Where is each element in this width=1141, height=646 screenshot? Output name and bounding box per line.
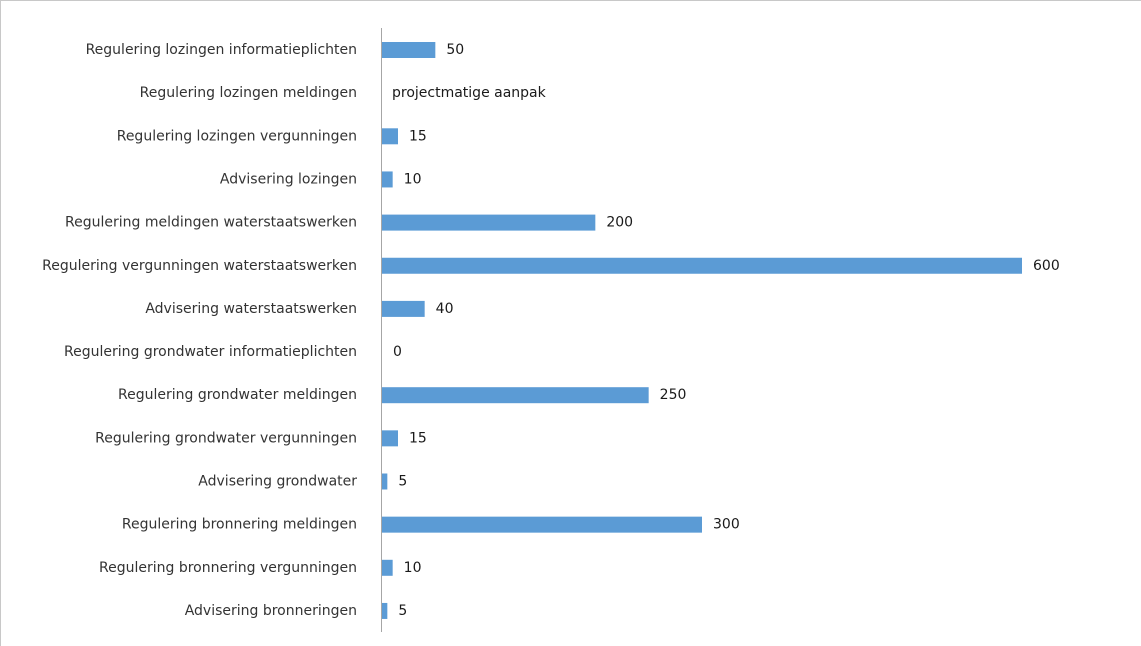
category-label: Regulering lozingen informatieplichten — [86, 42, 357, 58]
bar — [382, 473, 388, 490]
category-label: Regulering vergunningen waterstaatswerke… — [42, 258, 357, 274]
category-label: Advisering grondwater — [198, 474, 357, 490]
data-label: 50 — [446, 42, 464, 58]
category-label: Regulering grondwater vergunningen — [95, 430, 357, 446]
data-label: 0 — [393, 344, 402, 360]
data-label: 250 — [660, 387, 687, 403]
bar — [382, 559, 393, 576]
category-label: Regulering grondwater meldingen — [118, 387, 357, 403]
data-label: 10 — [404, 171, 422, 187]
category-label: Regulering lozingen meldingen — [140, 85, 357, 101]
data-label: 5 — [398, 474, 407, 490]
data-label: 200 — [606, 215, 633, 231]
bar — [382, 602, 388, 619]
category-label: Regulering lozingen vergunningen — [117, 128, 357, 144]
bar — [382, 171, 393, 188]
bar — [382, 42, 436, 58]
category-label: Advisering bronneringen — [185, 603, 357, 619]
category-label: Advisering lozingen — [220, 171, 357, 187]
bar — [382, 430, 398, 447]
data-label: 15 — [409, 128, 427, 144]
bar — [382, 300, 425, 317]
bar — [382, 214, 596, 231]
data-label: 40 — [436, 301, 454, 317]
bars-group — [382, 42, 1022, 619]
data-label: 600 — [1033, 258, 1060, 274]
category-label: Advisering waterstaatswerken — [145, 301, 357, 317]
data-label: 5 — [398, 603, 407, 619]
data-label: projectmatige aanpak — [392, 85, 547, 101]
value-labels-group: 50 projectmatige aanpak 15 10 200 600 40 0 250 15… — [392, 42, 1060, 619]
data-label: 15 — [409, 430, 427, 446]
category-label: Regulering meldingen waterstaatswerken — [65, 215, 357, 231]
category-label: Regulering bronnering meldingen — [122, 517, 357, 533]
bar — [382, 387, 649, 404]
data-label: 300 — [713, 517, 740, 533]
bar — [382, 128, 398, 145]
category-label: Regulering grondwater informatieplichten — [64, 344, 357, 360]
data-label: 10 — [404, 560, 422, 576]
bar — [382, 516, 702, 533]
bar — [382, 257, 1022, 274]
category-label: Regulering bronnering vergunningen — [99, 560, 357, 576]
category-labels-group: Regulering lozingen informatieplichten Re… — [42, 42, 357, 619]
